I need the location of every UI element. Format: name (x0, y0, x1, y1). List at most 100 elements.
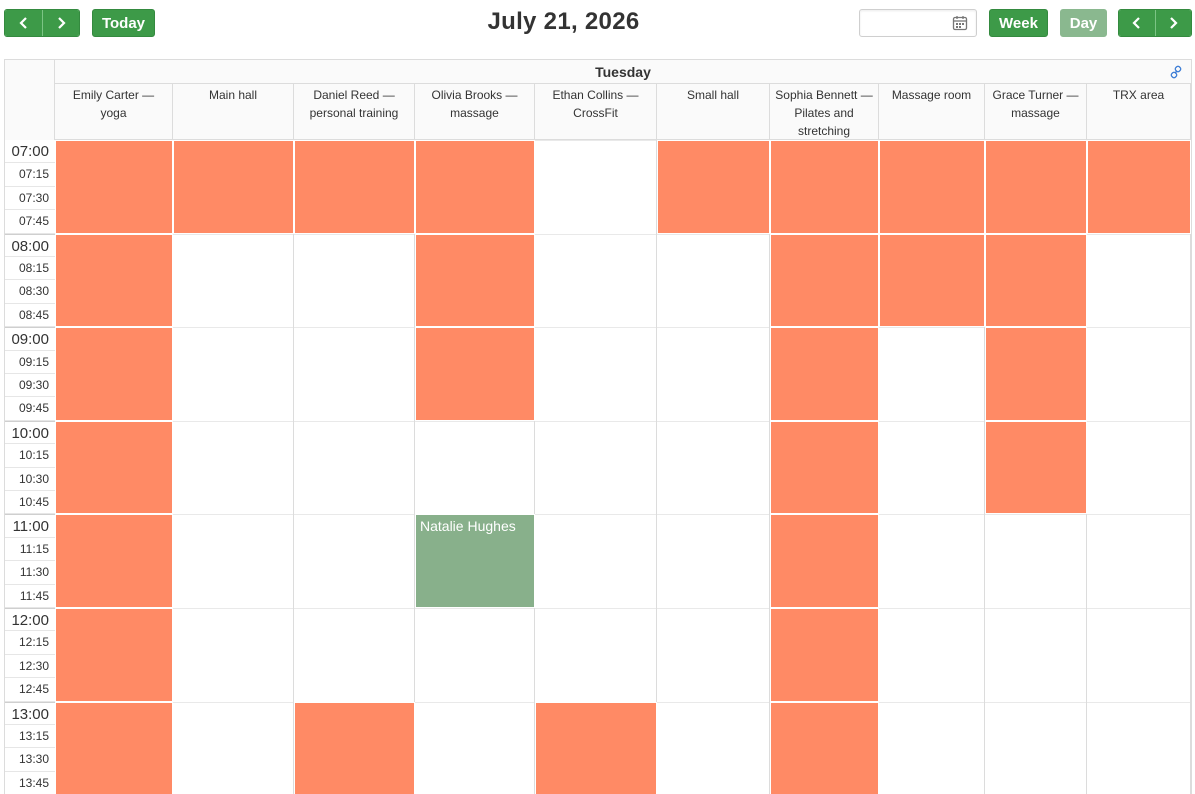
column-divider (769, 140, 770, 794)
time-slot-label: 13:30 (5, 748, 55, 772)
column-divider (534, 140, 535, 794)
next-button[interactable] (42, 10, 79, 36)
time-slot-label: 13:45 (5, 772, 55, 794)
booked-slot[interactable] (294, 701, 415, 794)
resource-name: TRX area (1112, 88, 1165, 102)
time-slot-label: 11:15 (5, 538, 55, 562)
resource-header: Sophia Bennett — Pilates and stretching (770, 84, 879, 140)
date-field[interactable] (859, 9, 977, 37)
week-view-button[interactable]: Week (989, 9, 1048, 37)
booked-slot[interactable] (770, 140, 879, 234)
resource-subtitle: Pilates and stretching (794, 106, 854, 138)
booked-slot[interactable] (294, 140, 415, 234)
day-header: Tuesday (55, 60, 1191, 84)
booked-slot[interactable] (55, 608, 173, 702)
time-slot-label: 09:45 (5, 397, 55, 421)
time-slot-label: 12:15 (5, 631, 55, 655)
day-view-button[interactable]: Day (1060, 9, 1107, 37)
booked-slot[interactable] (770, 420, 879, 515)
time-slot-label: 07:30 (5, 187, 55, 211)
booked-slot[interactable] (770, 701, 879, 794)
booked-slot[interactable] (879, 233, 985, 328)
time-slot-label: 08:00 (5, 233, 55, 257)
booked-slot[interactable] (415, 233, 535, 328)
prev-button-right[interactable] (1119, 10, 1155, 36)
time-slot-label: 12:30 (5, 655, 55, 679)
column-divider (414, 140, 415, 794)
next-button-right[interactable] (1154, 10, 1191, 36)
resource-name: Sophia Bennett — (775, 88, 873, 102)
chevron-right-icon (58, 17, 66, 29)
booked-slot[interactable] (415, 327, 535, 421)
time-slot-label: 07:15 (5, 163, 55, 187)
time-slot-label: 08:15 (5, 257, 55, 281)
booked-slot[interactable] (770, 233, 879, 328)
booked-slot[interactable] (879, 140, 985, 234)
grid-body: 07:00 07:15 07:30 07:45 08:00 08:15 08:30 08:45… (5, 140, 1191, 794)
resource-header: Emily Carter — yoga (55, 84, 173, 140)
booked-slot[interactable] (985, 327, 1087, 421)
resource-header: Olivia Brooks — massage (415, 84, 535, 140)
booked-slot[interactable] (770, 608, 879, 702)
today-button[interactable]: Today (92, 9, 155, 37)
resource-subtitle: yoga (100, 106, 127, 120)
time-slot-label: 10:30 (5, 468, 55, 491)
chevron-right-icon (1170, 17, 1179, 29)
time-slot-label: 11:45 (5, 585, 55, 608)
chevron-left-icon (1132, 17, 1140, 29)
nav-group-left (4, 9, 80, 37)
column-divider (984, 140, 985, 794)
resource-name: Emily Carter — (72, 88, 155, 102)
time-slot-label: 10:15 (5, 444, 55, 468)
hour-gridline (55, 420, 1191, 422)
resource-name: Daniel Reed — (313, 88, 395, 102)
resource-header: Massage room (879, 84, 985, 140)
booked-slot[interactable] (173, 140, 294, 234)
chevron-left-icon (18, 17, 27, 29)
resource-name: Grace Turner — (992, 88, 1079, 102)
time-slot-label: 08:45 (5, 304, 55, 328)
nav-group-right (1118, 9, 1192, 37)
time-slot-label: 09:30 (5, 374, 55, 398)
resource-subtitle: personal training (309, 106, 399, 120)
time-slot-label: 10:00 (5, 420, 55, 445)
booked-slot[interactable] (55, 701, 173, 794)
time-slot-label: 07:00 (5, 140, 55, 164)
hour-gridline (55, 327, 1191, 329)
booked-slot[interactable] (985, 233, 1087, 328)
calendar-icon[interactable] (952, 15, 968, 31)
booked-slot[interactable] (415, 140, 535, 234)
resource-header: Daniel Reed — personal training (294, 84, 415, 140)
date-input[interactable] (862, 12, 942, 34)
time-slot-label: 11:00 (5, 514, 55, 538)
resource-header: Small hall (657, 84, 770, 140)
resource-header: TRX area (1087, 84, 1191, 140)
time-slot-label: 12:45 (5, 678, 55, 702)
link-icon[interactable] (1169, 65, 1183, 79)
booked-slot[interactable] (985, 140, 1087, 234)
resource-header: Ethan Collins — CrossFit (535, 84, 657, 140)
time-slot-label: 10:45 (5, 491, 55, 515)
time-slot-label: 13:00 (5, 701, 55, 725)
booked-slot[interactable] (657, 140, 770, 234)
resource-subtitle: CrossFit (573, 106, 618, 120)
grid-corner (5, 60, 55, 140)
resource-name: Ethan Collins — (552, 88, 639, 102)
booked-slot[interactable] (770, 514, 879, 608)
booked-slot[interactable] (55, 327, 173, 421)
resource-subtitle: massage (450, 106, 499, 120)
calendar-event[interactable]: Natalie Hughes (415, 514, 535, 608)
hour-gridline (55, 608, 1191, 609)
prev-button[interactable] (5, 10, 42, 36)
booked-slot[interactable] (55, 140, 173, 234)
booked-slot[interactable] (1087, 140, 1191, 234)
page-title: July 21, 2026 (487, 8, 640, 35)
booked-slot[interactable] (55, 420, 173, 515)
time-slot-label: 09:15 (5, 351, 55, 374)
booked-slot[interactable] (55, 233, 173, 328)
booked-slot[interactable] (770, 327, 879, 421)
booked-slot[interactable] (55, 514, 173, 608)
booked-slot[interactable] (535, 701, 657, 794)
booked-slot[interactable] (985, 420, 1087, 515)
resource-header: Main hall (173, 84, 294, 140)
